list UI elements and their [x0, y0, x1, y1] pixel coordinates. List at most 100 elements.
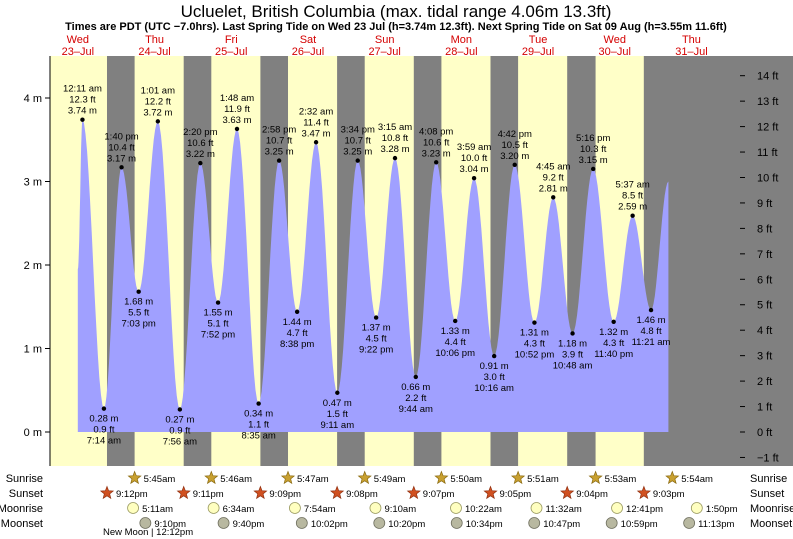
chart-title: Ucluelet, British Columbia (max. tidal r… [181, 2, 612, 21]
sunset-icon [483, 485, 498, 500]
day-date: 30–Jul [599, 46, 631, 58]
day-name: Sat [300, 34, 317, 46]
axes: 0 m 1 m 2 m 3 m 4 m −1 ft 0 ft 1 ft 2 ft 3 ft 4 ft… [24, 56, 793, 466]
high-tide-point [276, 158, 282, 163]
moonrise-icon [611, 502, 623, 514]
low-tide-point [101, 406, 107, 411]
moonrise-icon [289, 502, 301, 514]
tide-time: 3:59 am [457, 142, 491, 153]
moonset-time: 9:40pm [233, 519, 265, 530]
tide-area [77, 119, 669, 432]
y-tick-label: 0 m [24, 427, 42, 439]
sunset-icon [406, 485, 421, 500]
tide-height-m: 0.28 m [89, 414, 118, 425]
tide-height-ft: 1.5 ft [327, 409, 348, 420]
tide-time: 10:06 pm [435, 348, 475, 359]
tide-height-ft: 3.0 ft [484, 372, 505, 383]
tide-height-m: 2.81 m [539, 183, 568, 194]
sunrise-icon [280, 470, 296, 485]
high-tide-point [630, 213, 635, 218]
moonrise-icon [207, 502, 220, 514]
high-tide-point [433, 160, 439, 165]
moonset-icon [683, 517, 696, 529]
low-tide-point [491, 353, 497, 359]
sunset-row-label: Sunset [9, 488, 43, 500]
high-tide-point [80, 117, 85, 122]
tide-time: 2:20 pm [183, 127, 217, 138]
tide-time: 10:16 am [474, 383, 514, 394]
day-name: Tue [529, 34, 548, 46]
ft-tick-label: 11 ft [757, 147, 778, 159]
sunrise-time: 5:50am [450, 474, 482, 485]
tide-time: 3:34 pm [341, 125, 375, 136]
tide-height-m: 3.20 m [500, 151, 529, 162]
tide-height-m: 1.44 m [283, 317, 312, 328]
tide-height-ft: 4.5 ft [366, 334, 387, 345]
y-tick-label: 3 m [24, 177, 42, 189]
tide-height-m: 3.47 m [302, 128, 331, 139]
moonrise-icon [450, 502, 462, 514]
y-tick-label: 1 m [24, 344, 42, 356]
moonset-icon [605, 517, 618, 529]
tide-time: 9:22 pm [359, 345, 393, 356]
moonrise-icon [690, 502, 703, 514]
sunrise-icon [357, 470, 372, 485]
moonrise-row-label-right: Moonrise [750, 503, 793, 515]
ft-tick-label: 8 ft [757, 223, 772, 235]
tide-height-m: 3.28 m [380, 144, 409, 155]
tide-height-ft: 4.8 ft [640, 326, 661, 337]
tide-height-m: 0.66 m [401, 382, 430, 393]
high-tide-point [471, 175, 477, 181]
tide-height-ft: 11.9 ft [224, 104, 250, 115]
tide-height-ft: 10.6 ft [423, 137, 450, 148]
moonrise-time: 9:10am [384, 504, 416, 515]
tide-height-m: 0.34 m [244, 409, 273, 420]
tide-time: 10:48 am [553, 360, 593, 371]
sunset-icon [560, 485, 575, 500]
tide-height-m: 3.15 m [579, 155, 608, 166]
high-tide-point [234, 126, 240, 132]
tide-height-ft: 9.2 ft [543, 172, 564, 183]
tide-height-ft: 8.5 ft [622, 191, 643, 202]
tide-height-ft: 4.3 ft [524, 339, 545, 350]
sunrise-row-label-right: Sunrise [750, 473, 787, 485]
low-tide-point [335, 390, 340, 395]
moonset-icon [528, 517, 541, 529]
sunset-icon [176, 485, 191, 500]
tide-height-m: 3.22 m [186, 149, 215, 160]
sunset-time: 9:07pm [423, 489, 455, 500]
day-date: 28–Jul [445, 46, 477, 58]
ft-tick-label: 7 ft [757, 249, 772, 261]
tide-time: 9:44 am [399, 404, 433, 415]
high-tide-point [119, 165, 124, 170]
tide-height-m: 3.74 m [68, 106, 97, 117]
low-tide-point [413, 374, 418, 380]
moonset-icon [295, 517, 308, 529]
ft-tick-label: 0 ft [757, 427, 772, 439]
day-date: 25–Jul [215, 46, 247, 58]
high-tide-point [313, 140, 319, 145]
ft-tick-label: −1 ft [757, 452, 779, 464]
tide-height-m: 2.59 m [618, 202, 647, 213]
low-tide-point [256, 401, 261, 406]
day-date: 23–Jul [62, 46, 94, 58]
moonrise-time: 1:50pm [706, 504, 738, 515]
tide-height-ft: 4.4 ft [445, 337, 466, 348]
sunrise-time: 5:54am [681, 474, 713, 485]
tide-height-ft: 2.2 ft [405, 393, 426, 404]
sunrise-icon [204, 470, 219, 485]
low-tide-point [453, 318, 458, 324]
tide-height-ft: 4.7 ft [287, 328, 308, 339]
ft-tick-label: 4 ft [757, 325, 772, 337]
moonset-time: 10:34pm [466, 519, 503, 530]
sunset-time: 9:08pm [346, 489, 378, 500]
tide-height-ft: 10.8 ft [382, 133, 409, 144]
tide-height-ft: 5.5 ft [128, 308, 149, 319]
ft-tick-label: 5 ft [757, 300, 772, 312]
tide-height-ft: 1.1 ft [248, 420, 269, 431]
tide-height-ft: 11.4 ft [303, 117, 329, 128]
ft-tick-label: 12 ft [757, 122, 778, 134]
tide-height-ft: 10.4 ft [108, 142, 135, 153]
tide-height-ft: 0.9 ft [93, 425, 114, 436]
